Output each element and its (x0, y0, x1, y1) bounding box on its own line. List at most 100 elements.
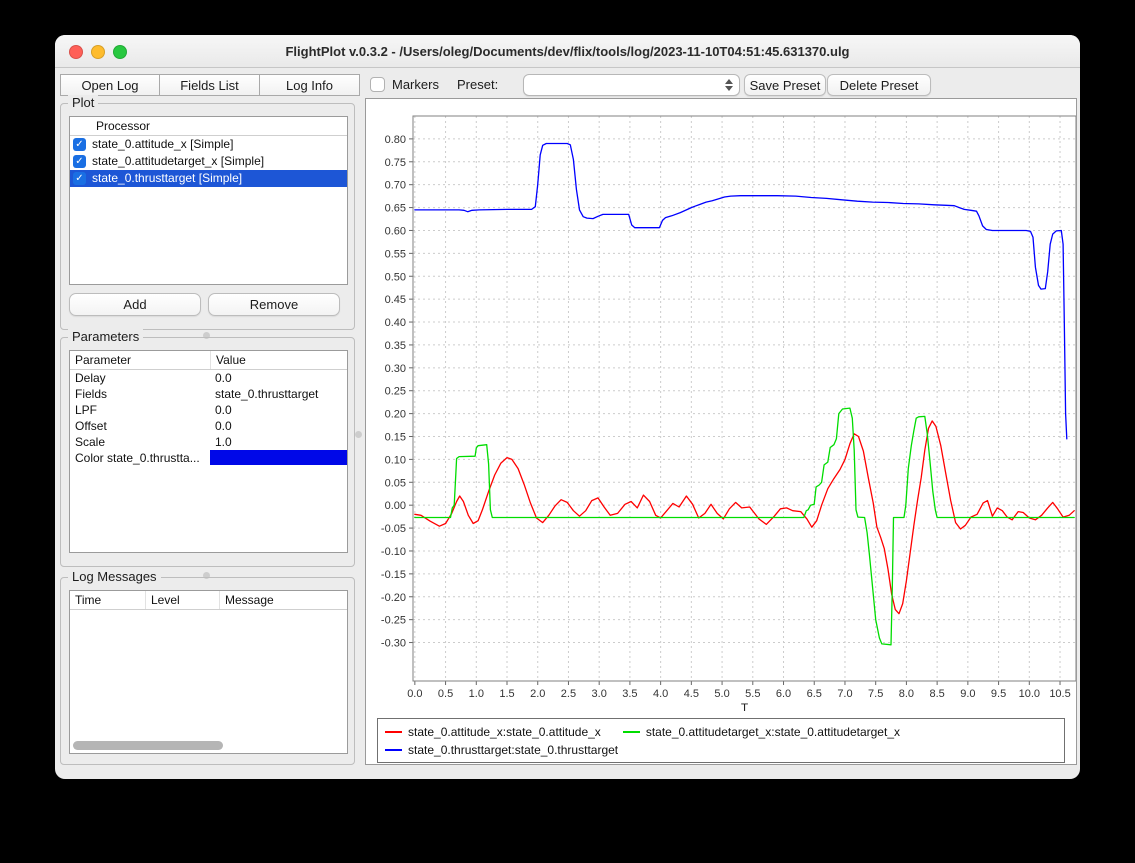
item-checkbox[interactable]: ✓ (73, 138, 86, 151)
chart-panel: 0.00.51.01.52.02.53.03.54.04.55.05.56.06… (365, 98, 1077, 765)
parameter-row[interactable]: Offset0.0 (70, 418, 347, 434)
item-checkbox[interactable]: ✓ (73, 155, 86, 168)
svg-text:6.0: 6.0 (776, 688, 791, 700)
svg-text:0.05: 0.05 (385, 477, 406, 489)
horizontal-scrollbar-thumb[interactable] (73, 741, 223, 750)
svg-text:-0.30: -0.30 (381, 638, 406, 650)
parameter-value-cell[interactable]: 0.0 (210, 402, 347, 418)
open-log-button[interactable]: Open Log (60, 74, 160, 96)
svg-text:0.60: 0.60 (385, 225, 406, 237)
svg-text:3.5: 3.5 (622, 688, 637, 700)
parameter-row[interactable]: LPF0.0 (70, 402, 347, 418)
svg-text:0.10: 0.10 (385, 454, 406, 466)
svg-text:T: T (741, 701, 749, 711)
parameter-row[interactable]: Scale1.0 (70, 434, 347, 450)
parameter-row[interactable]: Fieldsstate_0.thrusttarget (70, 386, 347, 402)
svg-text:0.70: 0.70 (385, 180, 406, 192)
svg-text:0.20: 0.20 (385, 409, 406, 421)
legend-label-attitudetarget: state_0.attitudetarget_x:state_0.attitud… (646, 723, 900, 741)
minimize-button[interactable] (91, 45, 105, 59)
plot-panel-title: Plot (68, 95, 98, 110)
svg-text:0.40: 0.40 (385, 317, 406, 329)
markers-checkbox[interactable] (370, 77, 385, 92)
log-messages-panel-title: Log Messages (68, 569, 161, 584)
parameter-value-cell[interactable]: 0.0 (210, 370, 347, 386)
parameter-name-cell: Fields (70, 386, 210, 402)
time-column-header[interactable]: Time (70, 591, 145, 609)
color-swatch[interactable] (210, 450, 347, 465)
parameter-value-cell[interactable]: 1.0 (210, 434, 347, 450)
svg-text:7.5: 7.5 (868, 688, 883, 700)
window-title: FlightPlot v.0.3.2 - /Users/oleg/Documen… (285, 44, 849, 59)
svg-text:9.5: 9.5 (991, 688, 1006, 700)
close-button[interactable] (69, 45, 83, 59)
svg-text:8.5: 8.5 (929, 688, 944, 700)
svg-text:0.35: 0.35 (385, 340, 406, 352)
svg-text:0.00: 0.00 (385, 500, 406, 512)
chart-legend: state_0.attitude_x:state_0.attitude_x st… (377, 718, 1065, 763)
log-messages-table: Time Level Message (69, 590, 348, 754)
legend-label-attitude: state_0.attitude_x:state_0.attitude_x (408, 723, 601, 741)
plot-panel: Plot Processor ✓state_0.attitude_x [Simp… (60, 103, 355, 330)
fields-list-button[interactable]: Fields List (159, 74, 260, 96)
combo-stepper-icon (723, 79, 735, 91)
value-column-header[interactable]: Value (210, 351, 347, 369)
item-checkbox[interactable]: ✓ (73, 172, 86, 185)
processor-list-item[interactable]: ✓ state_0.attitude_x [Simple] (70, 136, 347, 153)
svg-text:0.30: 0.30 (385, 363, 406, 375)
message-column-header[interactable]: Message (219, 591, 347, 609)
parameter-name-cell: Delay (70, 370, 210, 386)
svg-text:0.80: 0.80 (385, 134, 406, 146)
desktop: { "window": { "title": "FlightPlot v.0.3… (0, 0, 1135, 863)
traffic-lights (69, 45, 127, 59)
processor-list-item[interactable]: ✓ state_0.attitudetarget_x [Simple] (70, 153, 347, 170)
svg-text:0.25: 0.25 (385, 386, 406, 398)
markers-label: Markers (392, 77, 439, 92)
parameter-value-cell[interactable]: state_0.thrusttarget (210, 386, 347, 402)
parameters-panel: Parameters Parameter Value Delay0.0Field… (60, 337, 355, 567)
processor-list-item[interactable]: ✓ state_0.thrusttarget [Simple] (70, 170, 347, 187)
parameter-row[interactable]: Delay0.0 (70, 370, 347, 386)
save-preset-button[interactable]: Save Preset (744, 74, 826, 96)
item-label: state_0.attitude_x [Simple] (92, 136, 233, 153)
parameters-table-body: Delay0.0Fieldsstate_0.thrusttargetLPF0.0… (70, 370, 347, 466)
flight-data-chart[interactable]: 0.00.51.01.52.02.53.03.54.04.55.05.56.06… (366, 99, 1076, 711)
log-messages-panel: Log Messages Time Level Message (60, 577, 355, 765)
parameter-value-cell[interactable] (210, 450, 347, 466)
processor-column-header[interactable]: Processor (70, 117, 347, 135)
zoom-button[interactable] (113, 45, 127, 59)
delete-preset-button[interactable]: Delete Preset (827, 74, 931, 96)
svg-text:10.0: 10.0 (1019, 688, 1040, 700)
svg-text:2.0: 2.0 (530, 688, 545, 700)
svg-text:0.65: 0.65 (385, 203, 406, 215)
item-label: state_0.attitudetarget_x [Simple] (92, 153, 264, 170)
parameter-value-cell[interactable]: 0.0 (210, 418, 347, 434)
parameter-name-cell: Scale (70, 434, 210, 450)
svg-text:0.5: 0.5 (438, 688, 453, 700)
remove-button[interactable]: Remove (208, 293, 340, 316)
processor-list: Processor ✓ state_0.attitude_x [Simple] ✓ s… (69, 116, 348, 285)
preset-label: Preset: (457, 77, 498, 92)
svg-text:-0.15: -0.15 (381, 569, 406, 581)
log-info-button[interactable]: Log Info (259, 74, 360, 96)
svg-text:-0.20: -0.20 (381, 592, 406, 604)
svg-text:0.15: 0.15 (385, 432, 406, 444)
title-bar[interactable]: FlightPlot v.0.3.2 - /Users/oleg/Documen… (55, 35, 1080, 68)
svg-text:0.45: 0.45 (385, 294, 406, 306)
svg-text:9.0: 9.0 (960, 688, 975, 700)
level-column-header[interactable]: Level (145, 591, 219, 609)
add-button[interactable]: Add (69, 293, 201, 316)
svg-text:1.5: 1.5 (499, 688, 514, 700)
svg-text:0.75: 0.75 (385, 157, 406, 169)
svg-text:-0.05: -0.05 (381, 523, 406, 535)
svg-text:7.0: 7.0 (837, 688, 852, 700)
svg-text:-0.10: -0.10 (381, 546, 406, 558)
vertical-splitter-handle[interactable] (355, 431, 362, 438)
item-label: state_0.thrusttarget [Simple] (92, 170, 242, 187)
svg-text:5.0: 5.0 (714, 688, 729, 700)
parameter-column-header[interactable]: Parameter (70, 351, 210, 369)
parameter-row[interactable]: Color state_0.thrustta... (70, 450, 347, 466)
preset-combobox[interactable] (523, 74, 740, 96)
parameter-name-cell: LPF (70, 402, 210, 418)
legend-line-red (385, 731, 402, 733)
